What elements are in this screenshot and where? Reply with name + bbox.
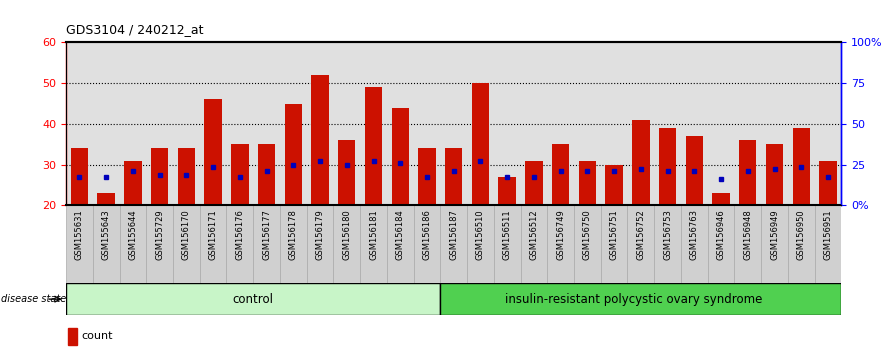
Bar — [633, 120, 649, 205]
Bar — [788, 205, 815, 283]
Bar — [93, 205, 120, 283]
Text: GSM156170: GSM156170 — [181, 209, 191, 260]
Bar — [440, 283, 841, 315]
Bar — [655, 205, 681, 283]
Text: GSM156753: GSM156753 — [663, 209, 672, 260]
Text: GSM155729: GSM155729 — [155, 209, 164, 260]
Text: GSM156179: GSM156179 — [315, 209, 324, 260]
Text: GSM156751: GSM156751 — [610, 209, 618, 260]
Bar — [231, 144, 248, 205]
Bar — [258, 144, 275, 205]
Bar — [311, 75, 329, 205]
Bar — [418, 148, 436, 205]
Bar — [445, 148, 463, 205]
Bar — [173, 205, 200, 283]
Text: GSM156749: GSM156749 — [556, 209, 565, 260]
Bar — [204, 99, 222, 205]
Text: GSM156176: GSM156176 — [235, 209, 244, 260]
Bar — [601, 205, 627, 283]
Text: GSM156512: GSM156512 — [529, 209, 538, 260]
Bar — [151, 148, 168, 205]
Bar — [440, 205, 467, 283]
Text: GSM156180: GSM156180 — [343, 209, 352, 260]
Bar — [471, 83, 489, 205]
Bar — [66, 205, 93, 283]
Bar — [285, 104, 302, 205]
Bar — [525, 161, 543, 205]
Text: GSM156186: GSM156186 — [423, 209, 432, 260]
Bar — [521, 205, 547, 283]
Text: insulin-resistant polycystic ovary syndrome: insulin-resistant polycystic ovary syndr… — [506, 293, 763, 306]
Bar — [387, 205, 413, 283]
Bar — [761, 205, 788, 283]
Text: GSM156946: GSM156946 — [716, 209, 726, 260]
Bar — [146, 205, 173, 283]
Bar — [391, 108, 409, 205]
Bar — [605, 165, 623, 205]
Bar — [467, 205, 494, 283]
Bar — [333, 205, 360, 283]
Text: GSM156750: GSM156750 — [583, 209, 592, 260]
Bar — [226, 205, 253, 283]
Text: GSM155644: GSM155644 — [129, 209, 137, 260]
Text: GSM156511: GSM156511 — [503, 209, 512, 260]
Text: GSM156177: GSM156177 — [262, 209, 271, 260]
Bar — [681, 205, 707, 283]
Bar — [819, 161, 837, 205]
Bar — [627, 205, 655, 283]
Text: GSM156950: GSM156950 — [796, 209, 806, 260]
Text: GSM156763: GSM156763 — [690, 209, 699, 260]
Bar — [338, 140, 355, 205]
Text: GSM156948: GSM156948 — [744, 209, 752, 260]
Bar — [579, 161, 596, 205]
Bar — [68, 328, 77, 345]
Bar — [547, 205, 574, 283]
Bar — [70, 148, 88, 205]
Text: disease state: disease state — [2, 294, 67, 304]
Bar — [735, 205, 761, 283]
Bar — [124, 161, 142, 205]
Text: GDS3104 / 240212_at: GDS3104 / 240212_at — [66, 23, 204, 36]
Bar — [120, 205, 146, 283]
Text: GSM156184: GSM156184 — [396, 209, 404, 260]
Bar — [280, 205, 307, 283]
Text: GSM156181: GSM156181 — [369, 209, 378, 260]
Bar — [815, 205, 841, 283]
Bar — [659, 128, 677, 205]
Text: GSM155643: GSM155643 — [101, 209, 111, 260]
Bar — [574, 205, 601, 283]
Text: control: control — [233, 293, 274, 306]
Bar — [713, 193, 729, 205]
Bar — [707, 205, 735, 283]
Bar — [766, 144, 783, 205]
Text: GSM155631: GSM155631 — [75, 209, 84, 260]
Text: GSM156951: GSM156951 — [824, 209, 833, 260]
Bar — [499, 177, 516, 205]
Bar — [98, 193, 115, 205]
Bar — [360, 205, 387, 283]
Bar — [253, 205, 280, 283]
Bar — [685, 136, 703, 205]
Bar — [66, 283, 440, 315]
Bar — [793, 128, 810, 205]
Bar — [365, 87, 382, 205]
Bar — [494, 205, 521, 283]
Text: count: count — [81, 331, 113, 341]
Text: GSM156178: GSM156178 — [289, 209, 298, 260]
Text: GSM156187: GSM156187 — [449, 209, 458, 260]
Bar — [413, 205, 440, 283]
Text: GSM156752: GSM156752 — [636, 209, 646, 260]
Text: GSM156510: GSM156510 — [476, 209, 485, 260]
Bar — [307, 205, 333, 283]
Text: GSM156949: GSM156949 — [770, 209, 779, 260]
Bar — [200, 205, 226, 283]
Bar — [552, 144, 569, 205]
Text: GSM156171: GSM156171 — [209, 209, 218, 260]
Bar — [178, 148, 195, 205]
Bar — [739, 140, 757, 205]
